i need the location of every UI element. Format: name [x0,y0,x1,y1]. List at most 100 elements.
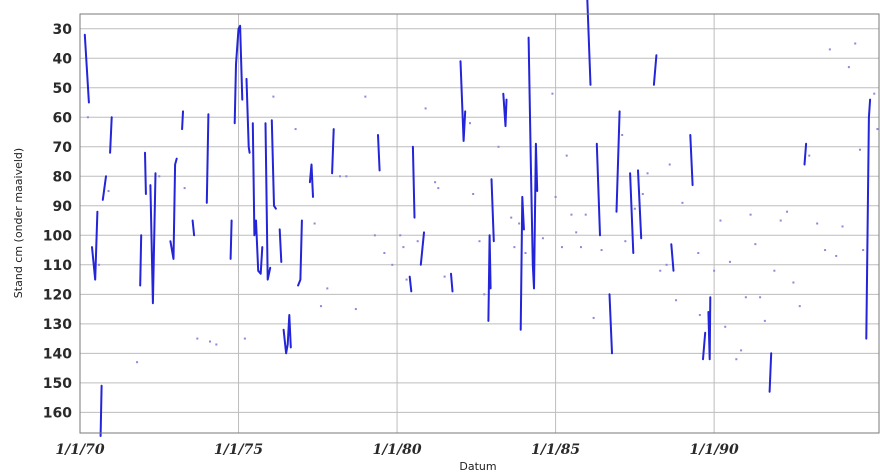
x-tick-label: 1/1/70 [55,442,104,458]
y-tick-label: 30 [53,22,73,38]
data-point [483,293,486,296]
data-point [646,172,649,175]
data-point [724,325,727,328]
data-point [373,234,376,237]
y-tick-label: 60 [53,110,73,126]
series-segment [595,142,601,237]
data-point [510,216,513,219]
data-point [792,281,795,284]
data-point [560,246,563,249]
series-segment [245,77,251,154]
data-point [424,107,427,110]
data-point [98,263,101,266]
data-point [338,175,341,178]
data-point [697,252,700,255]
series-segment [527,36,539,290]
data-point [873,92,876,95]
data-point [600,249,603,252]
data-point [383,252,386,255]
x-axis-ticks: 1/1/70 1/1/75 1/1/80 1/1/85 1/1/90 [55,442,739,458]
data-point [744,296,747,299]
data-point [728,260,731,263]
data-point [763,319,766,322]
series-segment [144,151,147,195]
data-point [824,249,827,252]
series-segment [331,128,335,175]
series-segment [139,234,143,287]
data-point [858,148,861,151]
data-point [862,249,865,252]
data-point [497,145,500,148]
data-point [575,231,578,234]
series-segment [490,178,495,243]
data-point [854,42,857,45]
series-segment [637,169,643,240]
data-point [541,237,544,240]
data-point [659,269,662,272]
data-point [808,154,811,157]
series-segment [251,122,264,275]
data-point [313,222,316,225]
data-point [786,210,789,213]
data-point [107,190,110,193]
data-point [847,66,850,69]
series-segment [270,119,277,210]
series-segment [149,172,157,305]
series-segment [419,231,425,266]
data-point [681,201,684,204]
series-segment [768,352,773,393]
grid-lines [79,14,879,433]
data-point [735,358,738,361]
series-segment [702,331,707,361]
data-point [272,95,275,98]
y-tick-label: 120 [43,287,72,303]
series-segment [865,98,872,340]
data-point [437,187,440,190]
y-tick-label: 70 [53,140,73,156]
series-segment [629,172,635,254]
data-point [354,308,357,311]
series-segment [91,210,99,281]
series-segment [282,314,292,355]
x-tick-label: 1/1/85 [531,442,580,458]
data-point [621,133,624,136]
x-tick-label: 1/1/75 [214,442,263,458]
series-segment [707,296,712,361]
series-segment [586,0,592,86]
data-point [624,240,627,243]
data-point [399,234,402,237]
data-point [584,213,587,216]
y-axis-ticks: 30 40 50 60 70 80 90 100 110 120 130 140 150 160 [43,22,72,422]
series-segment [411,145,416,219]
data-point [524,252,527,255]
data-point [136,361,139,364]
series-segment [408,275,413,293]
plot-frame [79,13,880,434]
data-point [740,349,743,352]
data-point [402,246,405,249]
data-point [675,299,678,302]
data-point [158,175,161,178]
data-point [416,240,419,243]
series-segment [109,116,113,154]
series-segment [278,228,283,263]
data-point [876,128,879,131]
series-segment [652,54,658,86]
series-groundwater-level [83,0,872,437]
data-point [472,192,475,195]
data-point [215,343,218,346]
data-point [698,313,701,316]
series-segment [377,134,381,172]
data-point [816,222,819,225]
y-tick-label: 50 [53,81,73,97]
y-tick-label: 130 [43,317,72,333]
y-tick-label: 40 [53,51,73,67]
data-point [828,48,831,51]
series-segment [459,60,467,142]
data-point [364,95,367,98]
x-tick-label: 1/1/90 [690,442,739,458]
data-point [719,219,722,222]
data-point [294,128,297,131]
data-point [798,305,801,308]
data-point [208,340,211,343]
